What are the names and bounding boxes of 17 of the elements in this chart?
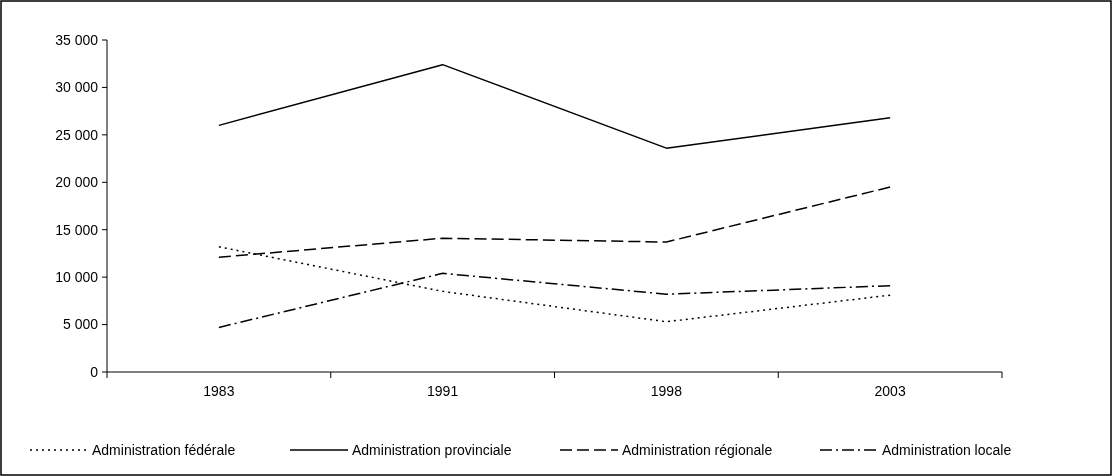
y-tick-label: 5 000 [62, 316, 99, 333]
legend-label: Administration régionale [622, 441, 773, 458]
legend-label: Administration locale [882, 441, 1012, 458]
y-tick-label: 20 000 [55, 174, 99, 191]
legend-label: Administration fédérale [92, 441, 236, 458]
y-tick-label: 0 [90, 363, 99, 380]
x-tick-label: 1991 [427, 383, 459, 399]
y-tick-label: 30 000 [55, 79, 99, 96]
legend-label: Administration provinciale [352, 441, 512, 458]
x-tick-label: 1998 [650, 383, 683, 399]
y-tick-label: 25 000 [55, 126, 99, 143]
line-series [218, 63, 891, 149]
y-tick-label: 15 000 [55, 221, 99, 238]
y-tick-label: 35 000 [55, 31, 99, 48]
x-tick-label: 2003 [874, 383, 906, 399]
x-tick-label: 1983 [203, 383, 235, 399]
y-tick-label: 10 000 [55, 269, 99, 286]
